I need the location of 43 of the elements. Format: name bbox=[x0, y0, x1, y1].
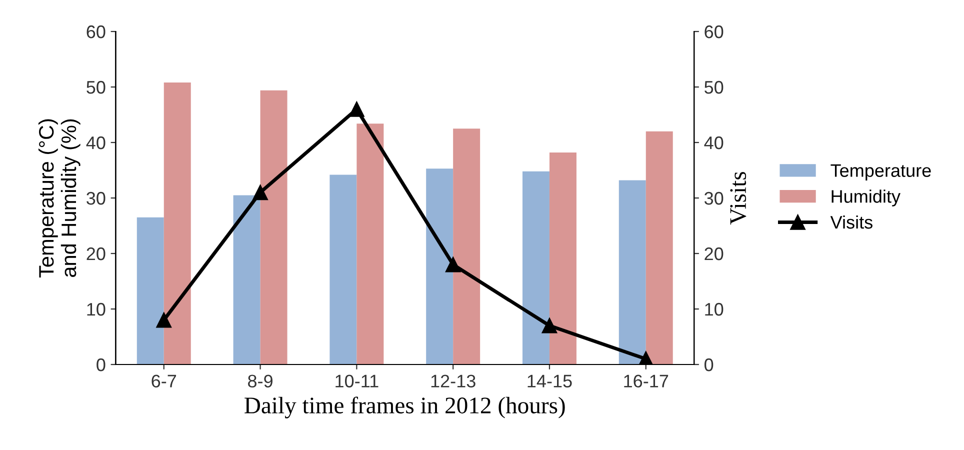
bar bbox=[522, 171, 550, 364]
y-tick-label: 20 bbox=[86, 247, 106, 260]
bar bbox=[356, 124, 384, 364]
legend-label: Humidity bbox=[832, 190, 900, 206]
y-axis-title: Temperature (°C) and Humidity (%) bbox=[38, 119, 80, 278]
bar bbox=[233, 195, 260, 364]
x-tick-label: 16-17 bbox=[624, 374, 668, 388]
y-tick-label: 30 bbox=[86, 192, 106, 205]
bar bbox=[330, 174, 357, 364]
bar bbox=[646, 131, 673, 364]
point bbox=[252, 184, 268, 200]
y2-tick-label: 30 bbox=[704, 192, 724, 205]
y2-tick-label: 0 bbox=[704, 358, 714, 372]
y2-axis-title: Visits bbox=[730, 172, 746, 225]
bar bbox=[549, 152, 576, 364]
bar bbox=[164, 82, 191, 364]
bar bbox=[260, 90, 288, 364]
x-tick-label: 10-11 bbox=[336, 374, 378, 388]
y-tick-label: 60 bbox=[86, 25, 106, 38]
point bbox=[156, 312, 172, 328]
point bbox=[445, 256, 461, 272]
bar bbox=[618, 180, 646, 364]
bar bbox=[136, 217, 164, 364]
x-tick-label: 8-9 bbox=[248, 374, 272, 388]
y-tick-label: 10 bbox=[87, 302, 106, 316]
legend-label: Temperature bbox=[830, 164, 931, 181]
x-tick-label: 14-15 bbox=[528, 374, 572, 388]
legend-label: Visits bbox=[830, 215, 872, 229]
y2-tick-label: 60 bbox=[704, 25, 724, 38]
point bbox=[542, 318, 558, 334]
y2-tick-label: 20 bbox=[704, 247, 724, 260]
y2-tick-label: 50 bbox=[704, 80, 724, 94]
y-tick-label: 40 bbox=[86, 136, 106, 150]
y2-tick-label: 40 bbox=[704, 136, 724, 150]
x-axis-title: Daily time frames in 2012 (hours) bbox=[244, 396, 565, 418]
bar bbox=[426, 168, 454, 364]
y-tick-label: 0 bbox=[96, 358, 106, 372]
y2-tick-label: 10 bbox=[705, 302, 724, 316]
y-tick-label: 50 bbox=[86, 80, 106, 94]
point bbox=[349, 102, 364, 117]
x-tick-label: 6-7 bbox=[152, 374, 176, 388]
x-tick-label: 12-13 bbox=[431, 374, 476, 388]
bar bbox=[453, 128, 480, 364]
